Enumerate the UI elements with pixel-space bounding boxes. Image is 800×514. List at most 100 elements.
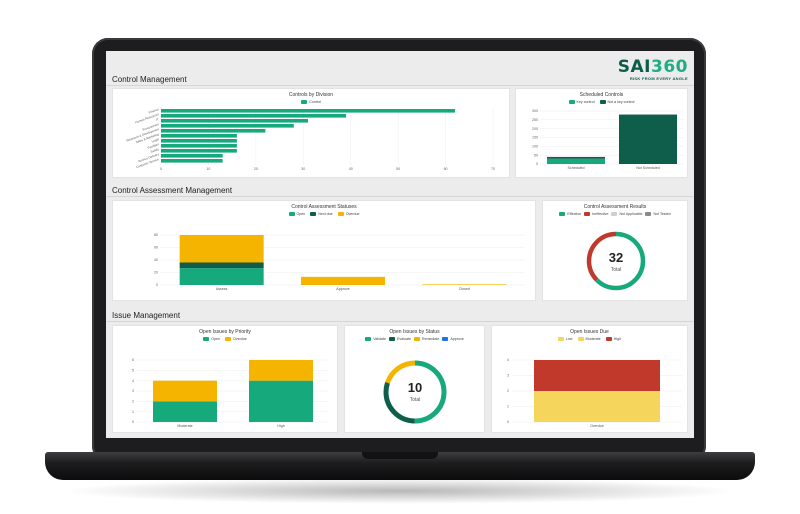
bar-segment: [153, 380, 217, 402]
x-tick-label: High: [277, 424, 284, 428]
legend-label: Next due: [318, 212, 333, 216]
legend-swatch: [310, 212, 317, 216]
laptop-shadow: [60, 478, 740, 504]
section-divider: [106, 85, 694, 86]
legend-swatch: [584, 212, 591, 216]
legend-item[interactable]: Ineffective: [584, 212, 608, 216]
chart-legend: Open Next due Overdue: [113, 212, 535, 216]
bar: [161, 149, 237, 153]
legend-item[interactable]: Moderate: [577, 337, 601, 341]
card-title: Open Issues by Priority: [199, 329, 251, 335]
legend-label: Approve: [450, 337, 464, 341]
bar: [161, 114, 346, 118]
legend-item[interactable]: Key control: [568, 100, 595, 104]
sai360-logo: SAI360 RISK FROM EVERY ANGLE: [618, 59, 688, 82]
legend-label: Moderate: [585, 337, 601, 341]
chart-legend: Effective Ineffective Not Applicable Not…: [543, 212, 687, 216]
bar-segment: [179, 268, 264, 285]
card-title: Control Assessment Statuses: [291, 204, 357, 210]
y-tick-label: Service Delivery: [138, 152, 160, 163]
y-tick-label: 1: [507, 405, 509, 409]
legend-item[interactable]: Effective: [559, 212, 581, 216]
x-tick-label: 40: [349, 167, 353, 171]
bar-segment: [179, 262, 264, 269]
legend-item[interactable]: Not Applicable: [611, 212, 642, 216]
y-tick-label: 250: [532, 118, 538, 122]
bar: [161, 159, 223, 163]
dashboard-screen: SAI360 RISK FROM EVERY ANGLE Control Man…: [106, 51, 694, 438]
bar: [161, 124, 294, 128]
open-issues-by-status-donut: 10 Total: [383, 360, 447, 424]
legend-label: Overdue: [233, 337, 247, 341]
y-tick-label: 80: [154, 233, 158, 237]
legend-item[interactable]: Open: [203, 337, 220, 341]
legend-label: Effective: [567, 212, 582, 216]
legend-item[interactable]: Open: [288, 212, 305, 216]
legend-item[interactable]: Not a key control: [599, 100, 635, 104]
legend-item[interactable]: Next due: [310, 212, 333, 216]
x-tick-label: Not Scheduled: [636, 166, 660, 170]
y-tick-label: Finance: [148, 107, 160, 115]
card-title: Open Issues by Status: [389, 329, 440, 335]
legend-label: Not a key control: [607, 100, 635, 104]
y-tick-label: 60: [154, 246, 158, 250]
card-open-issues-due: Open Issues Due Low Moderate High 0 1 2 3 4 O…: [491, 325, 688, 433]
legend-item[interactable]: Overdue: [225, 337, 247, 341]
open-issues-by-priority-chart: 0 1 2 3 4 5 6 Moderate High: [132, 358, 329, 428]
x-tick-label: Scheduled: [568, 166, 585, 170]
legend-swatch: [442, 337, 449, 341]
bar-segment: [249, 380, 313, 422]
legend-item[interactable]: Low: [557, 337, 573, 341]
bar: [619, 114, 677, 164]
y-tick-label: 0: [132, 420, 134, 424]
y-tick-label: 5: [132, 369, 134, 373]
y-tick-label: Legal: [151, 137, 160, 143]
legend-item[interactable]: Control: [301, 100, 321, 104]
legend-item[interactable]: Evaluate: [388, 337, 411, 341]
legend-label: Low: [565, 337, 573, 341]
y-tick-label: 40: [154, 258, 158, 262]
legend-swatch: [203, 337, 210, 341]
legend-swatch: [337, 212, 344, 216]
x-tick-label: Overdue: [590, 424, 604, 428]
card-control-assessment-statuses: Control Assessment Statuses Open Next du…: [112, 200, 536, 301]
bar: [161, 119, 309, 123]
chart-legend: Open Overdue: [113, 337, 337, 341]
legend-item[interactable]: Remediate: [413, 337, 439, 341]
y-tick-label: 50: [534, 153, 538, 157]
legend-label: Ineffective: [592, 212, 609, 216]
legend-label: Validate: [373, 337, 386, 341]
y-tick-label: 0: [507, 420, 509, 424]
legend-item[interactable]: Validate: [365, 337, 386, 341]
y-tick-label: 1: [132, 410, 134, 414]
legend-swatch: [605, 337, 612, 341]
bar-segment: [301, 276, 385, 285]
legend-item[interactable]: Overdue: [337, 212, 360, 216]
legend-item[interactable]: Not Tested: [645, 212, 671, 216]
bar-segment: [179, 235, 264, 263]
card-open-issues-by-priority: Open Issues by Priority Open Overdue 0 1 2…: [112, 325, 338, 433]
bar-segment: [249, 360, 313, 381]
card-controls-by-division: Controls by Division Control 0 10 20 30 40 50…: [112, 88, 510, 178]
x-tick-label: 20: [254, 167, 258, 171]
x-tick-label: Closed: [459, 287, 470, 291]
section-divider: [106, 196, 694, 197]
y-tick-label: 3: [132, 389, 134, 393]
laptop-notch: [362, 452, 438, 459]
y-tick-label: 6: [132, 358, 134, 362]
legend-swatch: [413, 337, 420, 341]
chart-legend: Control: [113, 100, 509, 104]
donut-total-value: 32: [609, 250, 623, 265]
donut-slice: [383, 360, 447, 424]
y-tick-label: Procurement: [142, 122, 160, 132]
legend-label: Not Tested: [653, 212, 671, 216]
legend-item[interactable]: Approve: [442, 337, 464, 341]
legend-label: Overdue: [345, 212, 360, 216]
section-title-control-assessment-management: Control Assessment Management: [112, 186, 233, 195]
legend-swatch: [225, 337, 231, 341]
bar: [161, 144, 237, 148]
card-title: Control Assessment Results: [583, 204, 647, 210]
legend-item[interactable]: High: [605, 337, 621, 341]
donut-total-value: 10: [408, 380, 422, 395]
chart-legend: Low Moderate High: [492, 337, 687, 341]
